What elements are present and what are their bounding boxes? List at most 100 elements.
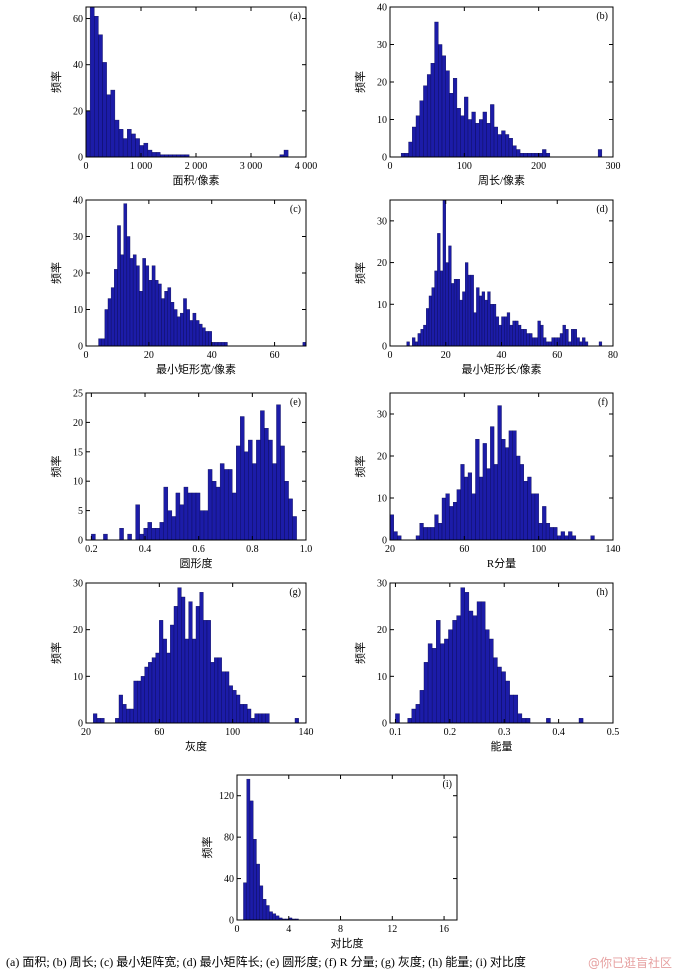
histogram-bar <box>122 138 128 158</box>
histogram-bar <box>598 341 603 347</box>
histogram-bar <box>107 298 112 347</box>
chart-panel-4: 0.2 0.4 0.6 0.8 1.0 0 5 10 15 20 25 (e) 圆形度 频率 <box>49 389 312 571</box>
histogram-bar <box>91 533 96 541</box>
histogram-bar <box>597 149 603 158</box>
histogram-bar <box>143 142 149 158</box>
histogram-bar <box>497 666 502 724</box>
histogram-bar <box>441 55 446 158</box>
histogram-bar <box>180 312 184 347</box>
histogram-bar <box>557 535 562 541</box>
histogram-bar <box>136 265 140 347</box>
histogram-bar <box>504 316 508 347</box>
chart-panel-7: 0.1 0.2 0.3 0.4 0.5 0 10 20 30 (h) 能量 频率 <box>353 579 619 754</box>
y-axis-title: 频率 <box>49 642 63 664</box>
histogram-bar <box>509 694 514 724</box>
histogram-bar <box>526 333 530 347</box>
histogram-bar <box>272 913 277 921</box>
histogram-bar <box>419 523 424 541</box>
histogram-bar <box>170 302 175 347</box>
x-tick-label: 0 <box>84 350 89 361</box>
histogram-bar <box>487 291 491 347</box>
histogram-bar <box>276 404 281 541</box>
histogram-bar <box>400 153 406 158</box>
x-tick-label: 100 <box>457 161 472 172</box>
histogram-bar <box>89 6 95 158</box>
histogram-bar <box>205 331 209 347</box>
histogram-bar <box>417 333 421 347</box>
histogram-bar <box>85 110 91 158</box>
histogram-bar <box>456 489 461 541</box>
histogram-bar <box>129 258 134 347</box>
histogram-bar <box>275 915 280 921</box>
histogram-bar <box>93 713 98 724</box>
histogram-bar <box>131 133 136 158</box>
y-tick-label: 0 <box>78 536 83 547</box>
histogram-bar <box>225 671 230 724</box>
histogram-bar <box>184 638 189 724</box>
histogram-bar <box>189 320 194 347</box>
histogram-bar <box>501 130 506 158</box>
histogram-bar <box>292 516 297 541</box>
y-tick-label: 10 <box>73 672 83 683</box>
histogram-bar <box>236 694 241 724</box>
histogram-bar <box>584 341 589 347</box>
histogram-bar <box>137 680 142 724</box>
histogram-bar <box>512 145 517 158</box>
plot-frame <box>85 392 307 541</box>
panel-label: (a) <box>290 11 301 22</box>
x-tick-label: 140 <box>299 727 314 738</box>
histogram-bar <box>486 123 491 158</box>
histogram-bar <box>501 439 506 541</box>
histogram-bar <box>578 718 584 724</box>
histogram-bar <box>481 291 485 347</box>
histogram-bar <box>439 270 444 347</box>
y-tick-label: 20 <box>377 78 387 89</box>
x-tick-label: 20 <box>385 544 395 555</box>
histogram-bar <box>436 620 441 724</box>
histogram-bar <box>516 455 521 541</box>
plot-frame <box>389 392 614 541</box>
x-tick-label: 20 <box>441 350 451 361</box>
histogram-bar <box>428 295 433 347</box>
x-tick-label: 0.3 <box>498 727 511 738</box>
histogram-bar <box>240 416 245 541</box>
y-tick-label: 20 <box>73 269 83 280</box>
histogram-bar <box>423 85 428 158</box>
x-tick-label: 0 <box>388 350 393 361</box>
y-tick-label: 30 <box>377 40 387 51</box>
x-tick-label: 60 <box>154 727 164 738</box>
histogram-bar <box>582 337 586 347</box>
histogram-bar <box>192 312 197 347</box>
x-tick-label: 20 <box>144 350 154 361</box>
histogram-bar <box>259 885 264 921</box>
histogram-bar <box>501 316 505 347</box>
histogram-bar <box>438 523 443 541</box>
x-tick-label: 0.4 <box>552 727 565 738</box>
histogram-bar <box>490 304 494 347</box>
histogram-bar <box>476 601 482 724</box>
histogram-bar <box>262 899 267 921</box>
histogram-bar <box>523 329 527 347</box>
histogram-bar <box>247 708 252 724</box>
y-tick-label: 80 <box>224 833 234 844</box>
y-tick-label: 10 <box>377 672 387 683</box>
histogram-bar <box>98 338 102 347</box>
y-axis-title: 频率 <box>49 456 63 478</box>
x-tick-label: 0 <box>388 161 393 172</box>
histogram-bar <box>517 713 523 724</box>
histogram-bar <box>534 493 539 541</box>
y-tick-label: 20 <box>73 625 83 636</box>
histogram-bar <box>534 153 539 158</box>
y-tick-label: 0 <box>382 153 387 164</box>
y-tick-label: 30 <box>377 410 387 421</box>
histogram-bar <box>445 262 449 347</box>
histogram-bar <box>139 145 144 158</box>
x-tick-label: 200 <box>531 161 546 172</box>
histogram-bar <box>434 270 438 347</box>
x-tick-label: 60 <box>270 350 280 361</box>
histogram-bar <box>249 800 254 921</box>
histogram-bar <box>501 671 506 724</box>
histogram-bar <box>227 469 233 541</box>
histogram-bar <box>151 528 156 541</box>
histogram-bar <box>256 863 260 921</box>
